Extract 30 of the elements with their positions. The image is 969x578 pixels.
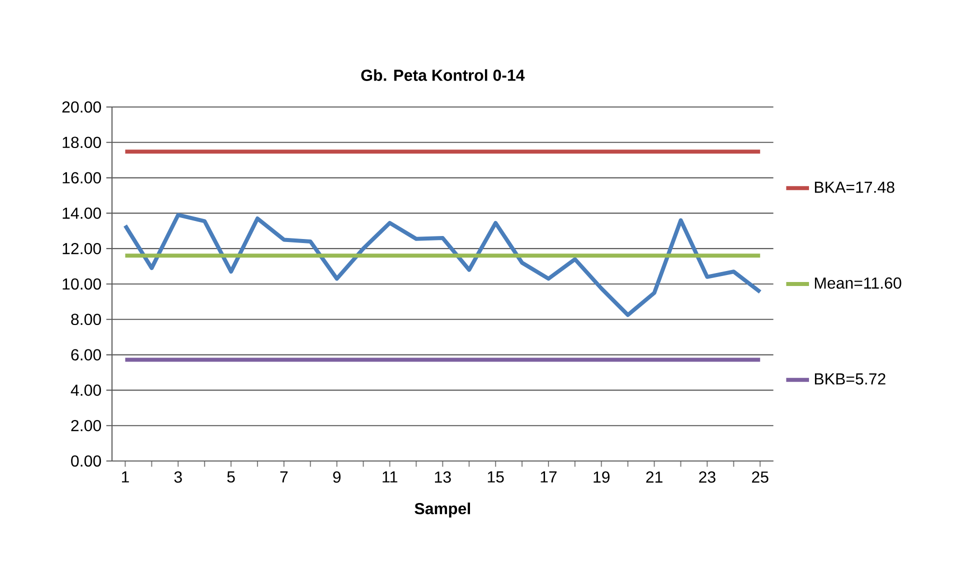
x-tick-label: 5 — [227, 471, 235, 483]
y-tick-label: 20.00 — [62, 101, 101, 113]
y-tick-label: 14.00 — [62, 208, 101, 219]
y-tick-label: 6.00 — [71, 349, 101, 360]
line-series — [123, 212, 762, 317]
y-tick-label: 12.00 — [62, 242, 101, 254]
y-tick-label: 0.00 — [71, 455, 101, 467]
x-tick-label: 3 — [174, 471, 182, 483]
y-tick-label: 4.00 — [70, 384, 101, 396]
chart-title: Gb. Peta Kontrol 0-14 — [361, 69, 525, 81]
y-tick-label: 2.00 — [71, 420, 101, 432]
y-tick-label: 8.00 — [71, 314, 101, 326]
x-tick-label: 11 — [382, 471, 398, 482]
x-tick-label: 23 — [699, 471, 716, 483]
x-tick-label: 7 — [280, 471, 288, 482]
y-tick-label: 18.00 — [62, 136, 101, 148]
x-axis-title: Sampel — [414, 502, 470, 518]
x-tick-label: 9 — [333, 471, 341, 483]
legend-label: BKB=5.72 — [814, 373, 886, 385]
legend-label: Mean=11.60 — [814, 277, 902, 289]
x-tick-label: 25 — [752, 471, 768, 483]
x-tick-label: 21 — [646, 471, 662, 483]
x-tick-label: 1 — [122, 471, 129, 482]
y-tick-label: 10.00 — [62, 278, 101, 290]
x-tick-label: 15 — [488, 471, 504, 483]
y-tick-label: 16.00 — [62, 172, 101, 184]
x-tick-label: 19 — [594, 471, 610, 483]
x-tick-label: 13 — [434, 471, 451, 483]
legend-label: BKA=17.48 — [814, 182, 894, 193]
x-tick-label: 17 — [540, 471, 557, 482]
